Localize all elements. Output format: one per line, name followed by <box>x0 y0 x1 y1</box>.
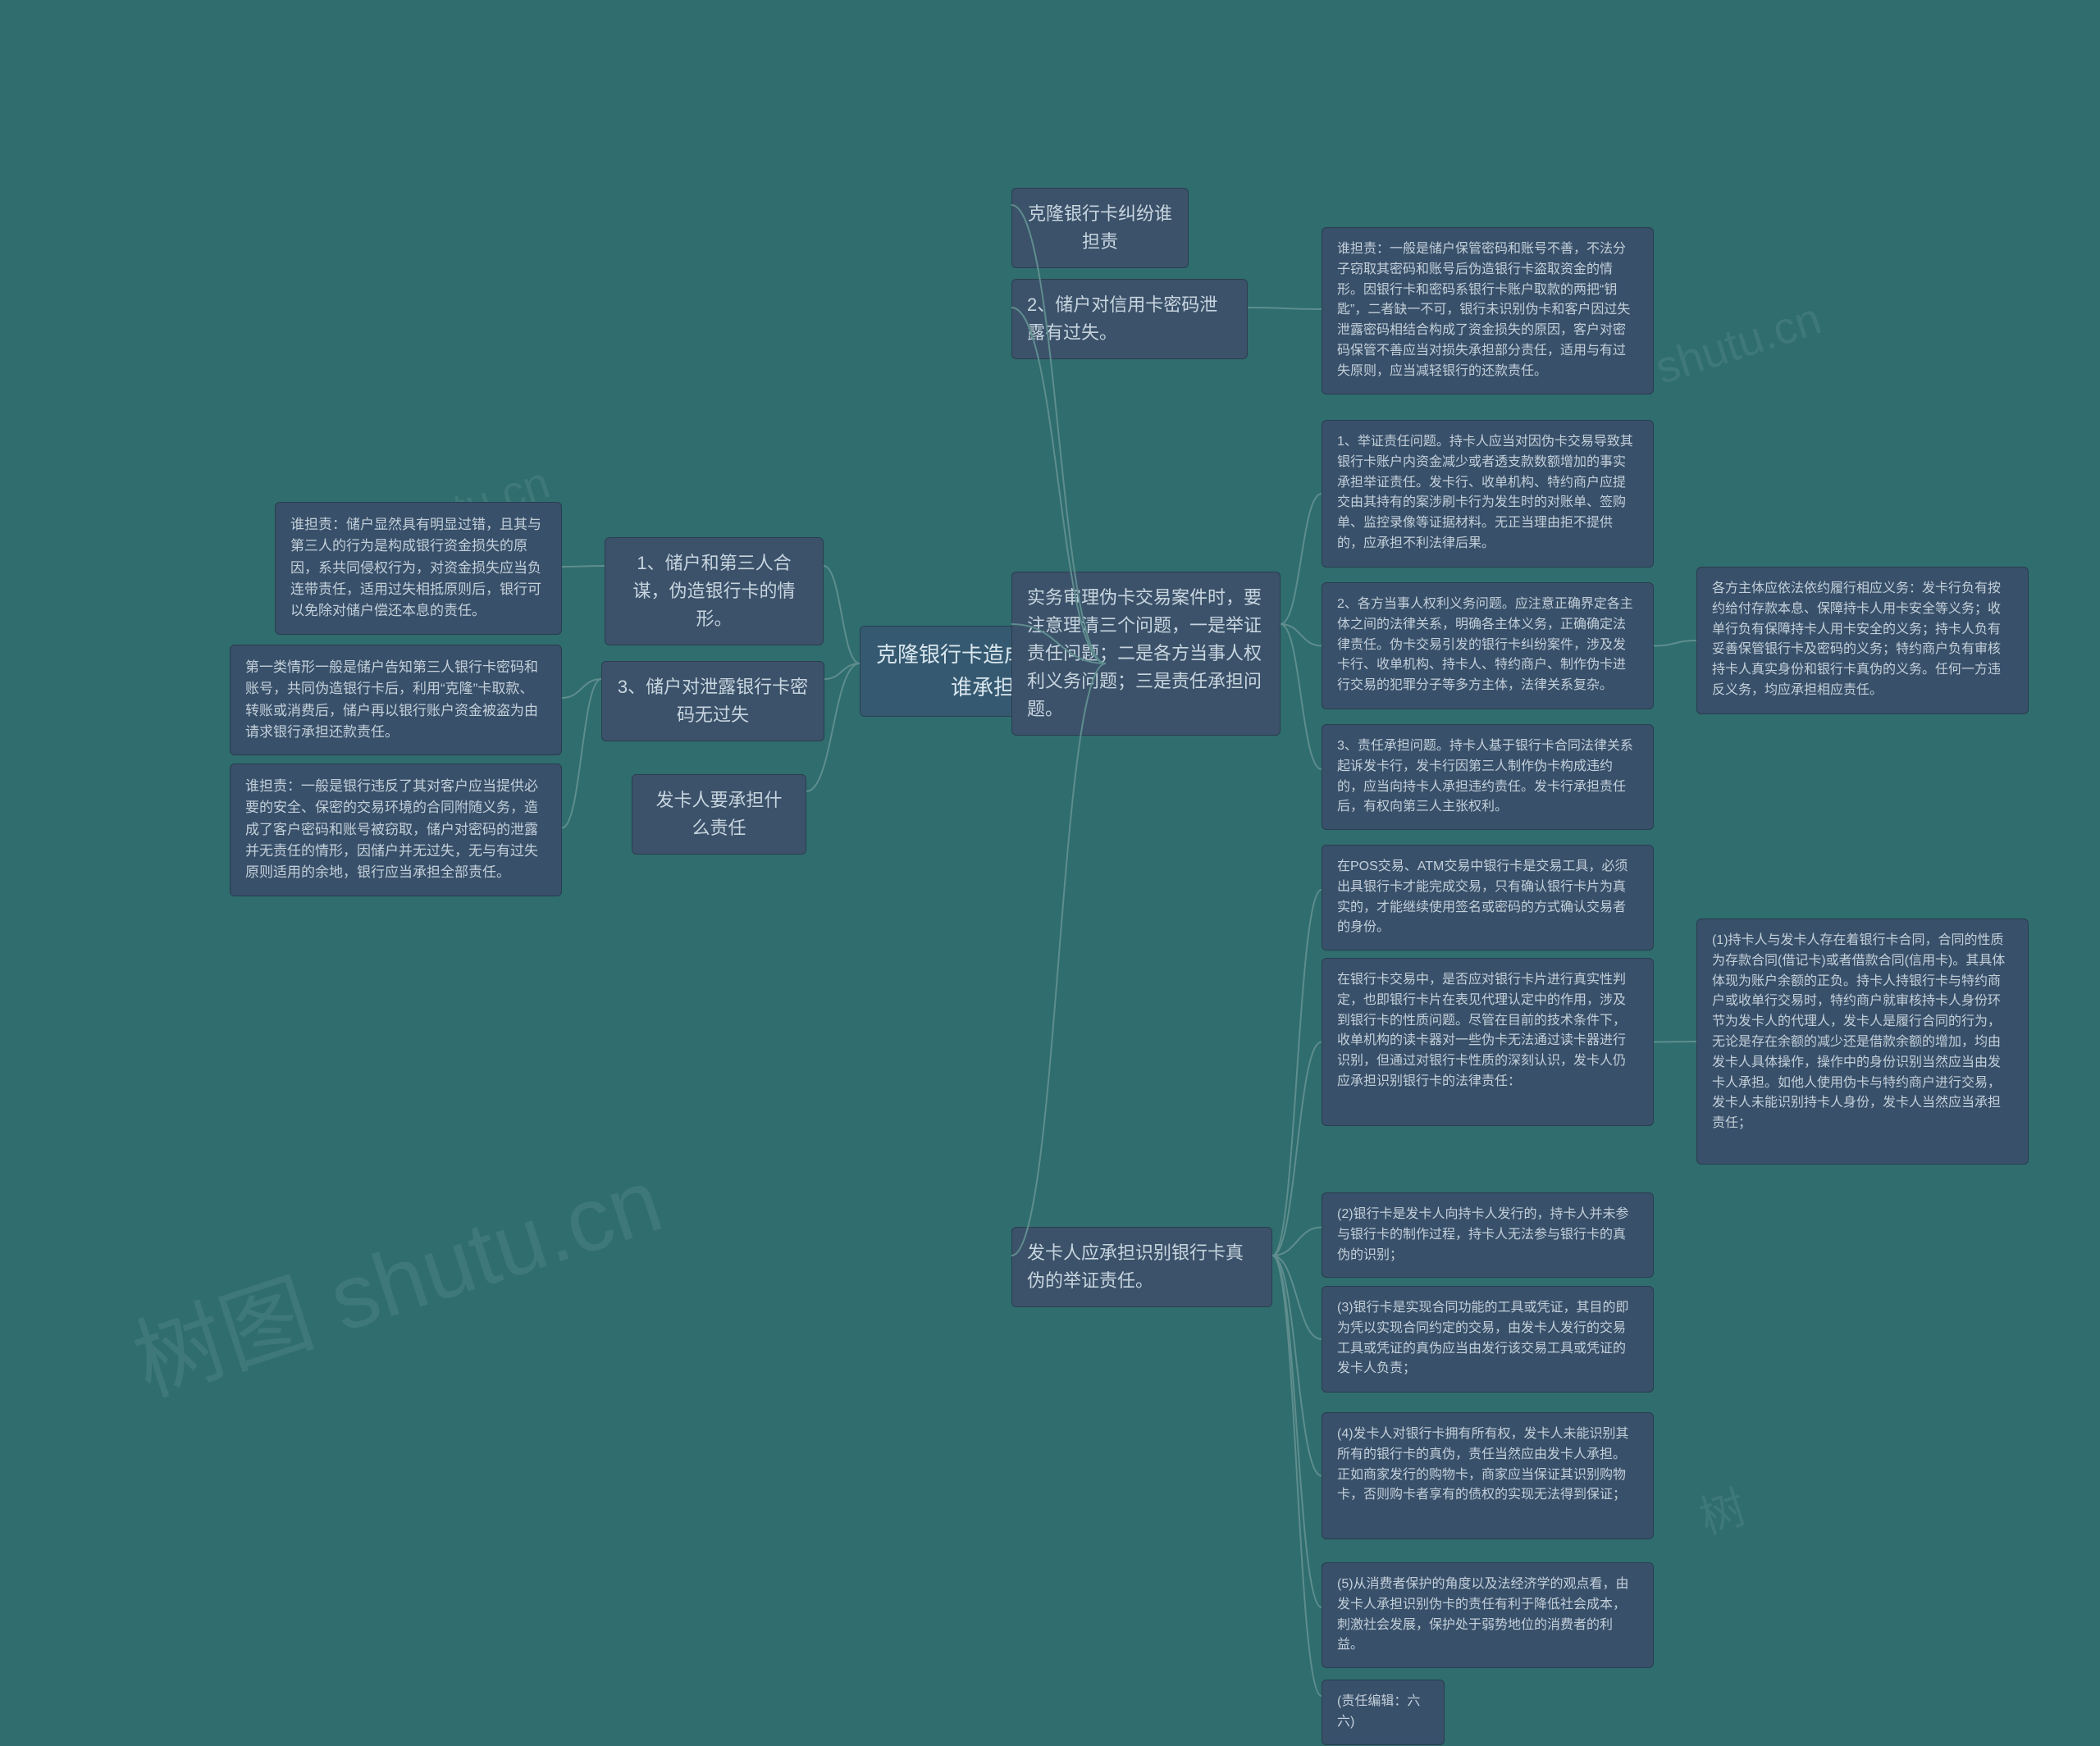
mindmap-edges <box>0 0 2100 1746</box>
mindmap-edge <box>1281 624 1322 646</box>
mindmap-edge <box>1011 663 1106 1256</box>
mindmap-edge <box>1281 494 1322 624</box>
mindmap-edge <box>1272 1256 1322 1696</box>
mindmap-edge <box>562 566 605 567</box>
mindmap-edge <box>1011 205 1106 663</box>
mindmap-edge <box>1654 641 1696 646</box>
mindmap-edge <box>1272 1256 1322 1607</box>
mindmap-edge <box>1248 308 1322 309</box>
mindmap-edge <box>562 679 601 698</box>
mindmap-edge <box>1272 890 1322 1256</box>
mindmap-edge <box>1011 624 1106 663</box>
mindmap-edge <box>562 679 601 828</box>
mindmap-edge <box>1011 308 1106 663</box>
mindmap-edge <box>824 566 860 663</box>
mindmap-canvas: 树图 shutu.cnshutu.cn树图shutu.cn树克隆银行卡造成的损失… <box>0 0 2100 1746</box>
mindmap-edge <box>806 663 860 791</box>
